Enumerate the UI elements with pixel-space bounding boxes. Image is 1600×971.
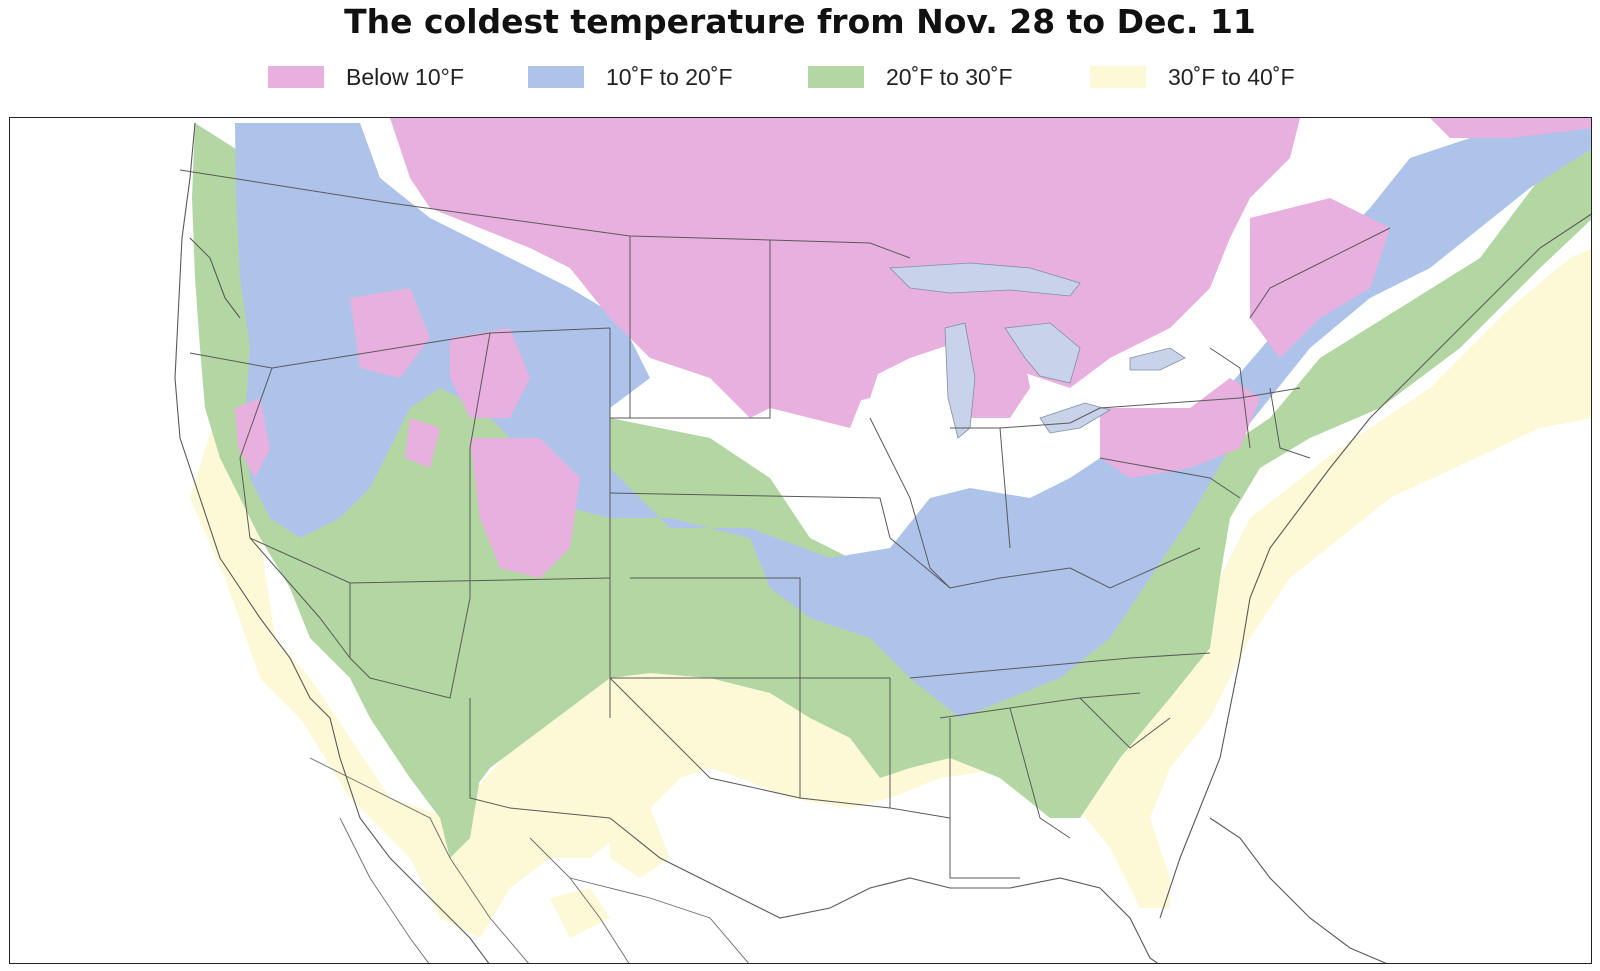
legend: Below 10°F 10˚F to 20˚F 20˚F to 30˚F 30˚… [0, 62, 1600, 92]
legend-label-below-10: Below 10°F [346, 63, 464, 90]
legend-label-20-to-30: 20˚F to 30˚F [886, 63, 1013, 90]
coastline [174, 122, 1591, 963]
legend-item-10-to-20: 10˚F to 20˚F [528, 62, 733, 92]
map-panel[interactable] [9, 117, 1592, 964]
boundary-lines [179, 169, 1391, 879]
map-title: The coldest temperature from Nov. 28 to … [344, 2, 1256, 41]
legend-item-below-10: Below 10°F [268, 62, 464, 92]
legend-item-20-to-30: 20˚F to 30˚F [808, 62, 1013, 92]
legend-swatch-30-to-40 [1090, 66, 1146, 88]
legend-swatch-20-to-30 [808, 66, 864, 88]
mexico-boundaries [309, 757, 749, 963]
legend-swatch-below-10 [268, 66, 324, 88]
legend-label-10-to-20: 10˚F to 20˚F [606, 63, 733, 90]
great-lakes [889, 262, 1186, 439]
legend-label-30-to-40: 30˚F to 40˚F [1168, 63, 1295, 90]
zone-30-to-40 [190, 248, 1591, 938]
legend-item-30-to-40: 30˚F to 40˚F [1090, 62, 1295, 92]
legend-swatch-10-to-20 [528, 66, 584, 88]
temperature-map [174, 118, 1591, 963]
